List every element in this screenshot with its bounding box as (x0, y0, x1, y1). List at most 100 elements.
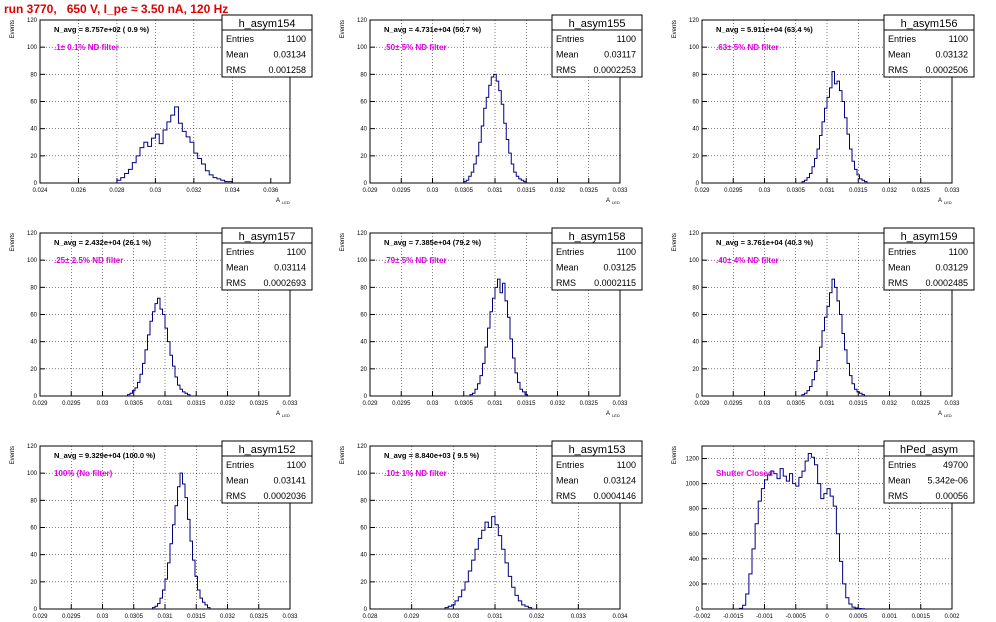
stats-key: Entries (556, 460, 585, 470)
y-tick-label: 40 (30, 127, 37, 133)
stats-key: Mean (226, 263, 249, 273)
x-tick-label: 0.0295 (62, 401, 81, 407)
x-tick-label: 0.03 (759, 188, 771, 194)
n-avg-label: N_avg = 5.911e+04 (63.4 %) (716, 25, 813, 34)
stats-key: Entries (888, 460, 917, 470)
y-tick-label: 120 (27, 444, 38, 450)
x-tick-label: 0.032 (186, 188, 202, 194)
x-tick-label: 0.0325 (912, 401, 931, 407)
stats-key: Mean (556, 50, 579, 60)
histogram-panel-h_asym152: 0.029 0.0295 0.03 0.0305 0.031 0.0315 0.032 0.0… (10, 440, 313, 620)
stats-key: Entries (226, 247, 255, 257)
stats-box (551, 227, 643, 291)
x-tick-label: 0.0295 (62, 614, 81, 620)
stats-value: 1100 (617, 247, 636, 257)
histogram-name: hPed_asym (900, 444, 958, 456)
y-tick-label: 20 (30, 580, 37, 586)
x-tick-label: 0.0295 (724, 188, 743, 194)
stats-key: Mean (226, 476, 249, 486)
y-axis-label: Events (10, 446, 16, 464)
x-tick-label: 0.029 (32, 401, 48, 407)
n-avg-label: N_avg = 8.757e+02 ( 0.9 %) (54, 25, 150, 34)
y-tick-label: 1000 (686, 482, 700, 488)
y-tick-label: 40 (692, 127, 699, 133)
stats-key: RMS (556, 65, 576, 75)
stats-value: 0.001258 (268, 65, 306, 75)
x-tick-label: 0.029 (362, 188, 378, 194)
x-tick-label: 0.033 (944, 188, 960, 194)
n-avg-label: N_avg = 8.840e+03 ( 9.5 %) (384, 451, 480, 460)
x-axis-label: A (606, 411, 610, 417)
x-axis-label: A (938, 411, 942, 417)
y-axis-label: Events (10, 233, 16, 251)
y-tick-label: 20 (692, 367, 699, 373)
stats-value: 0.03125 (603, 263, 636, 273)
y-tick-label: 60 (30, 526, 37, 532)
stats-box (551, 440, 643, 504)
x-axis-label-sub: LED (944, 200, 952, 205)
y-tick-label: 0 (364, 394, 368, 400)
stats-value: 1100 (287, 247, 306, 257)
stats-box (883, 14, 975, 78)
histogram-name: h_asym159 (901, 231, 958, 243)
stats-value: 0.0002693 (263, 278, 306, 288)
filter-label: .1± 0.1% ND filter (54, 43, 119, 52)
x-tick-label: 0.032 (882, 401, 898, 407)
histogram-name: h_asym156 (901, 18, 958, 30)
y-axis-label: Events (672, 233, 678, 251)
stats-key: Entries (226, 34, 255, 44)
y-axis-label: Events (340, 446, 346, 464)
x-axis-label: A (276, 198, 280, 204)
y-tick-label: 60 (692, 313, 699, 319)
y-tick-label: 20 (360, 154, 367, 160)
stats-key: Mean (888, 263, 911, 273)
stats-key: RMS (556, 278, 576, 288)
x-tick-label: 0.03 (759, 401, 771, 407)
y-tick-label: 400 (689, 557, 700, 563)
x-tick-label: 0.0325 (250, 401, 269, 407)
x-tick-label: 0.033 (612, 188, 628, 194)
stats-value: 0.00056 (935, 491, 968, 501)
x-tick-label: 0.026 (71, 188, 87, 194)
x-tick-label: 0.0305 (787, 188, 806, 194)
stats-value: 0.0004146 (593, 491, 636, 501)
y-tick-label: 20 (30, 154, 37, 160)
stats-key: Mean (556, 476, 579, 486)
y-tick-label: 20 (360, 367, 367, 373)
stats-key: RMS (888, 278, 908, 288)
x-tick-label: 0.029 (362, 401, 378, 407)
x-tick-label: 0.03 (447, 614, 459, 620)
x-tick-label: 0.033 (282, 614, 298, 620)
x-tick-label: 0.03 (97, 401, 109, 407)
x-tick-label: 0.0305 (455, 188, 474, 194)
histogram-name: h_asym155 (569, 18, 626, 30)
stats-key: RMS (888, 491, 908, 501)
stats-value: 0.03124 (603, 476, 636, 486)
stats-key: Mean (556, 263, 579, 273)
y-tick-label: 0 (34, 607, 38, 613)
stats-value: 1100 (617, 460, 636, 470)
y-tick-label: 60 (360, 313, 367, 319)
y-tick-label: 0 (34, 181, 38, 187)
histogram-series (801, 71, 868, 183)
x-tick-label: 0.0315 (517, 188, 536, 194)
x-tick-label: 0.0315 (187, 614, 206, 620)
x-tick-label: 0.029 (32, 614, 48, 620)
y-tick-label: 0 (34, 394, 38, 400)
x-tick-label: -0.0015 (723, 614, 744, 620)
filter-label: .63± 5% ND filter (716, 43, 779, 52)
x-tick-label: 0.031 (157, 401, 173, 407)
histogram-name: h_asym154 (239, 18, 296, 30)
x-tick-label: 0.0315 (517, 401, 536, 407)
x-tick-label: 0.0325 (580, 188, 599, 194)
y-tick-label: 60 (30, 100, 37, 106)
stats-box (221, 440, 313, 504)
x-axis-label-sub: LED (282, 413, 290, 418)
y-tick-label: 80 (30, 285, 37, 291)
x-tick-label: 0.033 (282, 401, 298, 407)
x-axis-label-sub: LED (282, 200, 290, 205)
x-tick-label: 0.031 (819, 401, 835, 407)
stats-key: RMS (556, 491, 576, 501)
x-tick-label: 0.034 (225, 188, 241, 194)
